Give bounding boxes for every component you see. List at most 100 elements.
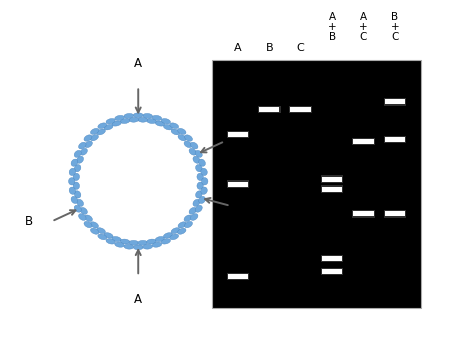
Ellipse shape <box>178 222 186 228</box>
Ellipse shape <box>98 234 107 240</box>
Bar <box>353 211 374 216</box>
Bar <box>322 269 342 274</box>
Bar <box>321 255 343 262</box>
Ellipse shape <box>195 150 202 157</box>
Ellipse shape <box>178 228 186 234</box>
Bar <box>353 139 374 144</box>
Ellipse shape <box>184 222 192 228</box>
Ellipse shape <box>115 115 124 120</box>
Ellipse shape <box>120 239 130 244</box>
Text: A
+
B: A + B <box>328 12 337 42</box>
Ellipse shape <box>80 148 87 155</box>
Ellipse shape <box>189 208 196 214</box>
Ellipse shape <box>90 222 99 228</box>
Bar <box>383 210 406 218</box>
Bar <box>227 181 249 188</box>
Ellipse shape <box>71 196 78 204</box>
Bar <box>352 138 375 145</box>
Ellipse shape <box>124 113 134 118</box>
Text: C: C <box>249 199 257 213</box>
Ellipse shape <box>106 239 115 244</box>
Ellipse shape <box>191 214 198 220</box>
Ellipse shape <box>189 148 196 155</box>
Bar <box>322 177 342 182</box>
Ellipse shape <box>184 135 192 141</box>
Bar <box>212 60 421 308</box>
Bar <box>383 136 406 143</box>
Ellipse shape <box>124 244 134 249</box>
Ellipse shape <box>106 118 115 124</box>
Ellipse shape <box>97 129 105 135</box>
Ellipse shape <box>84 222 92 228</box>
Ellipse shape <box>201 187 207 194</box>
Bar <box>227 131 249 138</box>
Text: A
+
C: A + C <box>359 12 368 42</box>
Ellipse shape <box>71 159 78 166</box>
Ellipse shape <box>164 125 173 130</box>
Ellipse shape <box>164 233 173 238</box>
Ellipse shape <box>146 239 156 244</box>
Ellipse shape <box>74 191 81 198</box>
Ellipse shape <box>196 164 202 172</box>
Text: A: A <box>234 43 242 53</box>
Ellipse shape <box>73 173 80 181</box>
Ellipse shape <box>152 242 162 247</box>
Ellipse shape <box>161 239 171 244</box>
Ellipse shape <box>201 178 208 185</box>
Ellipse shape <box>69 187 76 194</box>
Ellipse shape <box>195 205 202 212</box>
Text: A: A <box>243 135 251 148</box>
Ellipse shape <box>170 234 179 240</box>
Ellipse shape <box>74 150 81 157</box>
Bar <box>321 186 343 193</box>
Ellipse shape <box>138 241 147 245</box>
Ellipse shape <box>184 215 192 222</box>
Ellipse shape <box>115 242 124 247</box>
Ellipse shape <box>77 156 83 163</box>
Bar <box>321 267 343 275</box>
Ellipse shape <box>155 121 164 126</box>
Ellipse shape <box>138 117 147 122</box>
Ellipse shape <box>201 168 207 176</box>
Ellipse shape <box>129 117 138 122</box>
Ellipse shape <box>161 118 171 124</box>
Ellipse shape <box>193 199 200 206</box>
Bar <box>258 106 281 113</box>
Ellipse shape <box>178 135 186 141</box>
Ellipse shape <box>193 156 200 163</box>
Ellipse shape <box>98 123 107 129</box>
Ellipse shape <box>120 118 130 123</box>
Text: A: A <box>134 293 142 306</box>
Bar <box>321 176 343 183</box>
Ellipse shape <box>85 141 92 148</box>
Ellipse shape <box>133 245 143 250</box>
Ellipse shape <box>73 182 80 189</box>
Bar <box>352 210 375 218</box>
Ellipse shape <box>84 135 92 141</box>
Ellipse shape <box>197 173 203 181</box>
Ellipse shape <box>184 141 192 148</box>
Ellipse shape <box>69 168 76 176</box>
Bar <box>385 99 405 104</box>
Ellipse shape <box>91 228 99 234</box>
Ellipse shape <box>171 129 180 135</box>
Ellipse shape <box>69 178 75 185</box>
Bar <box>259 107 280 112</box>
Ellipse shape <box>171 228 180 234</box>
Ellipse shape <box>152 115 162 120</box>
Ellipse shape <box>199 159 205 166</box>
Ellipse shape <box>79 214 86 220</box>
Ellipse shape <box>112 237 121 242</box>
Ellipse shape <box>74 205 81 212</box>
Ellipse shape <box>104 125 113 130</box>
Bar <box>322 256 342 261</box>
Ellipse shape <box>112 121 121 126</box>
Ellipse shape <box>97 228 105 234</box>
Ellipse shape <box>143 113 153 118</box>
Bar <box>228 182 248 187</box>
Bar <box>228 274 248 279</box>
Ellipse shape <box>74 164 81 172</box>
Ellipse shape <box>85 215 92 222</box>
Text: B
+
C: B + C <box>391 12 399 42</box>
Bar <box>385 211 405 216</box>
